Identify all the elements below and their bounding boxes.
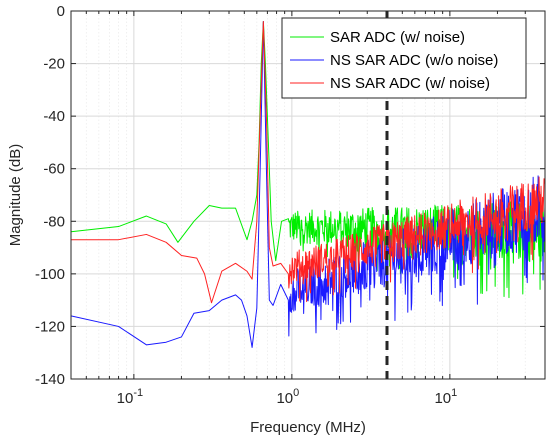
series-layer (70, 21, 546, 348)
y-tick-label: -120 (35, 318, 65, 335)
y-tick-label: -100 (35, 266, 65, 283)
y-tick-label: -80 (43, 213, 65, 230)
x-tick-label-exponent: -1 (133, 387, 143, 399)
x-tick-label: 101 (434, 387, 457, 407)
y-tick-label: -40 (43, 108, 65, 125)
x-axis-label: Frequency (MHz) (250, 419, 366, 436)
series-line-2 (70, 21, 546, 348)
y-tick-label: 0 (57, 3, 65, 20)
legend-box (281, 17, 527, 99)
y-tick-label: -140 (35, 371, 65, 388)
y-tick-label: -20 (43, 56, 65, 73)
legend-label: SAR ADC (w/ noise) (330, 29, 465, 46)
series-line-3 (71, 21, 546, 304)
plot-frame (70, 10, 546, 380)
legend-label: NS SAR ADC (w/o noise) (330, 52, 498, 69)
x-tick-label-base: 10 (117, 390, 134, 407)
x-tick-label: 100 (276, 387, 299, 407)
y-axis-label: Magnitude (dB) (7, 144, 24, 247)
legend: SAR ADC (w/ noise) NS SAR ADC (w/o noise)… (281, 17, 527, 99)
x-tick-label: 10-1 (117, 387, 143, 407)
x-tick-label-base: 10 (276, 390, 293, 407)
x-tick-label-exponent: 1 (451, 387, 457, 399)
legend-label: NS SAR ADC (w/ noise) (330, 75, 490, 92)
y-tick-label: -60 (43, 161, 65, 178)
x-tick-label-base: 10 (434, 390, 451, 407)
x-tick-label-exponent: 0 (293, 387, 299, 399)
